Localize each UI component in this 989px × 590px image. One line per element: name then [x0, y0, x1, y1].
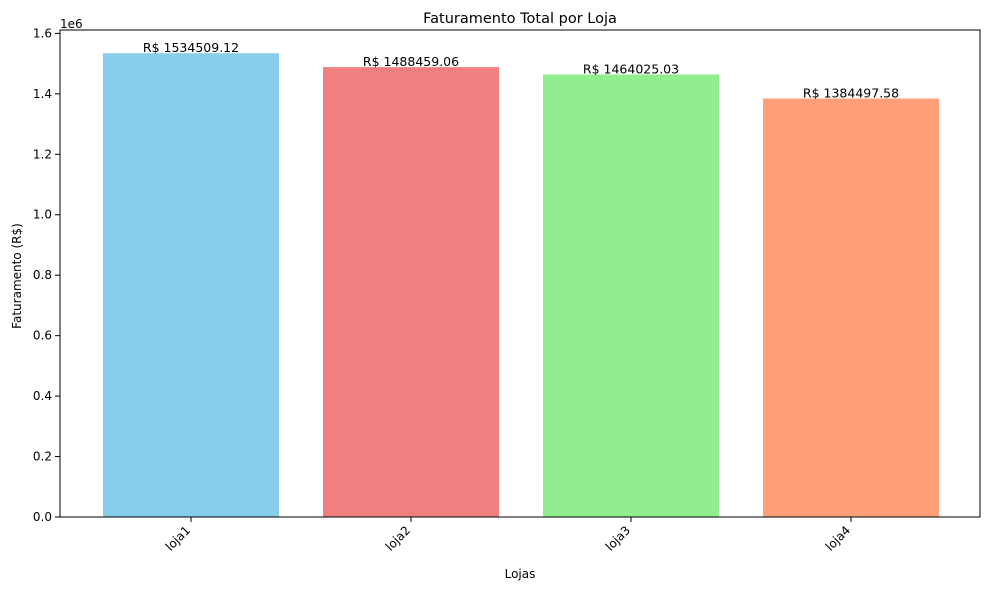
chart-title: Faturamento Total por Loja [423, 11, 617, 27]
plot-frame [59, 29, 981, 518]
x-axis-label: Lojas [505, 567, 536, 581]
y-tick-label: 1.6 [33, 26, 52, 40]
y-axis-label: Faturamento (R$) [10, 223, 24, 329]
value-labels-group: R$ 1534509.12 R$ 1488459.06 R$ 1464025.03 R… [143, 40, 899, 100]
x-tick-label: loja4 [823, 523, 853, 553]
bar-loja4 [763, 98, 939, 518]
bar-loja3 [543, 74, 719, 518]
y-tick-label: 1.2 [33, 147, 52, 161]
value-label-loja4: R$ 1384497.58 [803, 86, 899, 101]
bar-loja2 [323, 67, 499, 518]
bar-loja1 [103, 53, 279, 517]
bars-group [103, 53, 939, 518]
y-tick-label: 1.4 [33, 87, 52, 101]
y-tick-label: 0.0 [33, 510, 52, 524]
y-tick-label: 0.8 [33, 268, 52, 282]
y-axis: 0.0 0.2 0.4 0.6 0.8 1.0 1.2 1.4 1.6 [33, 26, 60, 524]
x-tick-label: loja3 [603, 523, 633, 553]
y-tick-label: 0.2 [33, 450, 52, 464]
x-tick-label: loja1 [163, 523, 193, 553]
y-tick-label: 0.4 [33, 389, 52, 403]
y-tick-label: 0.6 [33, 329, 52, 343]
value-label-loja2: R$ 1488459.06 [363, 54, 459, 69]
x-tick-label: loja2 [383, 523, 413, 553]
y-offset-label: 1e6 [60, 17, 83, 31]
x-axis: loja1 loja2 loja3 loja4 [163, 517, 853, 554]
value-label-loja1: R$ 1534509.12 [143, 40, 239, 55]
value-label-loja3: R$ 1464025.03 [583, 61, 679, 76]
y-tick-label: 1.0 [33, 208, 52, 222]
